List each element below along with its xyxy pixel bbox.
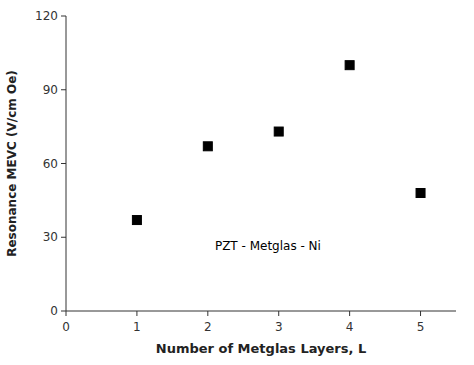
y-tick bbox=[61, 163, 66, 164]
y-tick-label: 90 bbox=[43, 83, 58, 97]
x-tick-label: 4 bbox=[346, 320, 354, 334]
y-tick bbox=[61, 311, 66, 312]
x-tick-label: 0 bbox=[62, 320, 70, 334]
annotation: PZT - Metglas - Ni bbox=[215, 239, 321, 253]
x-tick bbox=[420, 311, 421, 316]
x-tick-label: 1 bbox=[133, 320, 141, 334]
y-tick-label: 120 bbox=[35, 9, 58, 23]
point bbox=[274, 127, 283, 136]
points bbox=[132, 61, 425, 225]
chart: 0 1 2 3 4 5 0 30 60 90 120 Number of Metglas Layers… bbox=[0, 0, 474, 365]
x-axis-line bbox=[66, 311, 456, 312]
x-tick bbox=[207, 311, 208, 316]
axes: 0 1 2 3 4 5 0 30 60 90 120 bbox=[35, 9, 456, 334]
y-axis-label: Resonance MEVC (V/cm Oe) bbox=[5, 70, 19, 257]
y-tick-label: 0 bbox=[50, 304, 58, 318]
y-tick-label: 30 bbox=[43, 230, 58, 244]
x-axis-label: Number of Metglas Layers, L bbox=[156, 341, 366, 356]
point bbox=[132, 216, 141, 225]
y-tick bbox=[61, 16, 66, 17]
x-tick bbox=[136, 311, 137, 316]
y-tick bbox=[61, 237, 66, 238]
y-tick-label: 60 bbox=[43, 157, 58, 171]
point bbox=[345, 61, 354, 70]
point bbox=[416, 189, 425, 198]
x-tick-label: 5 bbox=[417, 320, 425, 334]
y-tick bbox=[61, 89, 66, 90]
x-tick-label: 3 bbox=[275, 320, 283, 334]
x-tick bbox=[278, 311, 279, 316]
point bbox=[203, 142, 212, 151]
x-tick bbox=[66, 311, 67, 316]
x-tick-label: 2 bbox=[204, 320, 212, 334]
x-tick bbox=[349, 311, 350, 316]
